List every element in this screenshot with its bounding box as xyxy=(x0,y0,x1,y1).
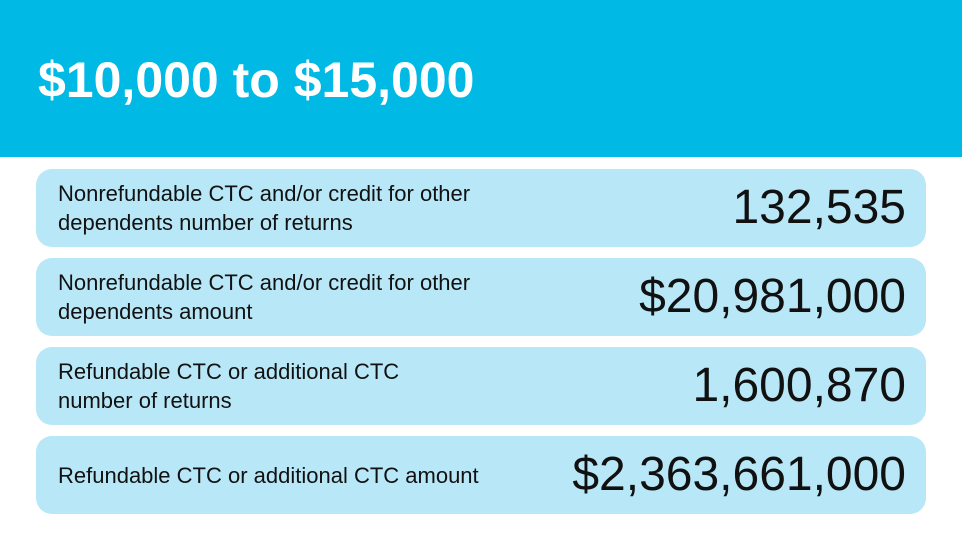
header-banner: $10,000 to $15,000 xyxy=(0,0,962,157)
stat-row-refundable-amount: Refundable CTC or additional CTC amount … xyxy=(36,436,926,514)
stat-value: $20,981,000 xyxy=(639,270,906,323)
page-title: $10,000 to $15,000 xyxy=(38,52,475,108)
stat-row-refundable-returns: Refundable CTC or additional CTC number … xyxy=(36,347,926,425)
stat-row-nonrefundable-returns: Nonrefundable CTC and/or credit for othe… xyxy=(36,169,926,247)
stat-value: $2,363,661,000 xyxy=(572,448,906,501)
stat-value: 1,600,870 xyxy=(692,359,906,412)
stat-label: Nonrefundable CTC and/or credit for othe… xyxy=(58,181,471,235)
stat-label: Refundable CTC or additional CTC number … xyxy=(58,359,400,413)
stat-value: 132,535 xyxy=(732,181,906,234)
stat-label: Refundable CTC or additional CTC amount xyxy=(58,462,479,488)
stats-list: Nonrefundable CTC and/or credit for othe… xyxy=(36,169,926,525)
stat-row-nonrefundable-amount: Nonrefundable CTC and/or credit for othe… xyxy=(36,258,926,336)
stat-label: Nonrefundable CTC and/or credit for othe… xyxy=(58,270,471,324)
